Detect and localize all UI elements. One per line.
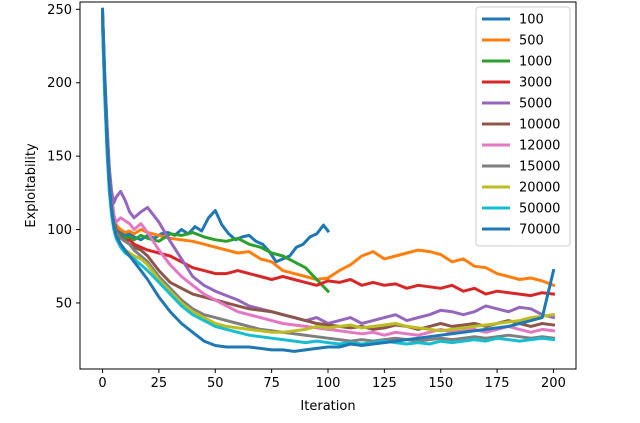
legend-label-50000: 50000 (519, 202, 560, 217)
series-line-70000 (100, 7, 556, 353)
x-axis: 0 25 50 75 100 125 150 175 200 (98, 369, 566, 391)
legend-label-10000: 10000 (519, 118, 560, 133)
y-tick-label: 100 (47, 223, 72, 238)
legend-label-15000: 15000 (519, 160, 560, 175)
plot-area (100, 7, 556, 353)
x-axis-label: Iteration (300, 399, 355, 414)
legend-label-500: 500 (519, 34, 544, 49)
series-line-50000 (100, 22, 556, 346)
y-tick-label: 150 (47, 150, 72, 165)
legend-label-5000: 5000 (519, 97, 552, 112)
y-tick-label: 50 (55, 296, 72, 311)
legend-label-70000: 70000 (519, 223, 560, 238)
x-tick-label: 25 (151, 376, 168, 391)
x-tick-label: 175 (485, 376, 510, 391)
y-axis: 50 100 150 200 250 (47, 3, 80, 311)
x-tick-label: 200 (541, 376, 566, 391)
legend-label-100: 100 (519, 13, 544, 28)
x-tick-label: 150 (428, 376, 453, 391)
legend-label-1000: 1000 (519, 55, 552, 70)
legend: 100 500 1000 3000 5000 10000 12000 15000 20000 50… (475, 6, 571, 247)
series-line-500 (100, 10, 556, 288)
x-tick-label: 0 (98, 376, 106, 391)
legend-label-20000: 20000 (519, 181, 560, 196)
x-tick-label: 125 (372, 376, 397, 391)
y-tick-label: 250 (47, 3, 72, 18)
x-tick-label: 50 (207, 376, 224, 391)
y-axis-label: Exploitability (24, 143, 39, 228)
x-tick-label: 100 (316, 376, 341, 391)
legend-label-12000: 12000 (519, 139, 560, 154)
y-tick-label: 200 (47, 76, 72, 91)
x-tick-label: 75 (263, 376, 280, 391)
legend-label-3000: 3000 (519, 76, 552, 91)
